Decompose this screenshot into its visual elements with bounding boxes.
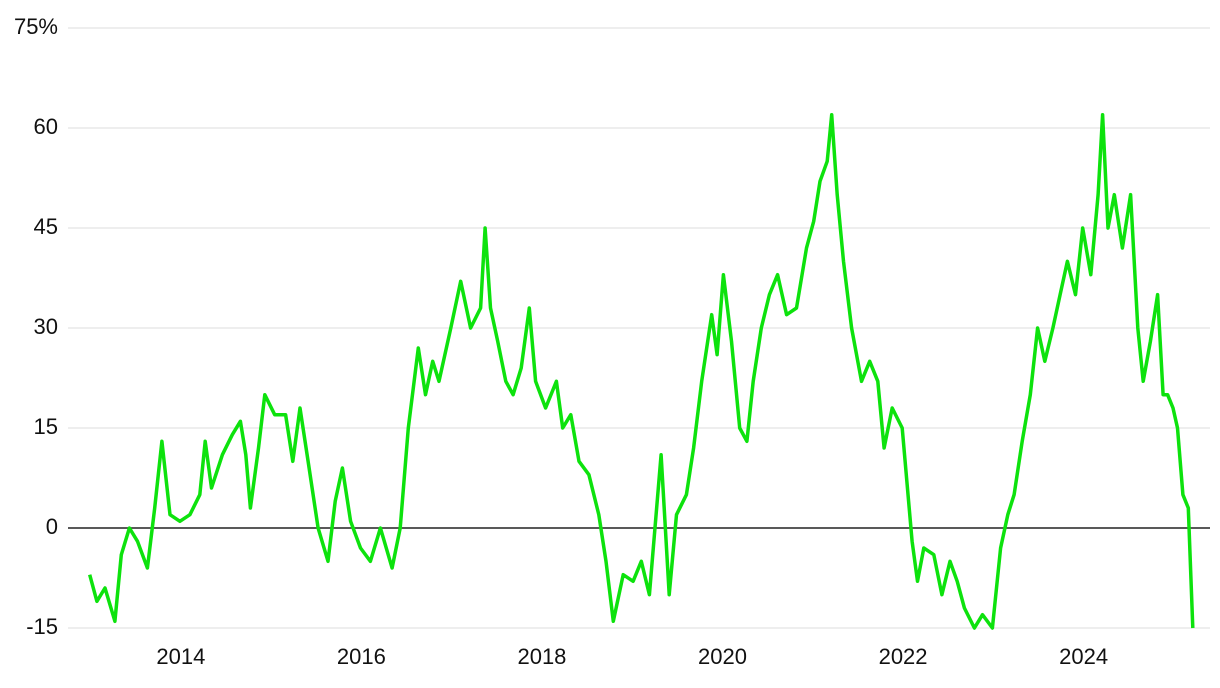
y-tick-label: 30 [34, 314, 58, 339]
x-tick-label: 2024 [1059, 644, 1108, 669]
y-tick-label: -15 [26, 614, 58, 639]
x-tick-label: 2014 [156, 644, 205, 669]
y-tick-label: 15 [34, 414, 58, 439]
y-tick-label: 60 [34, 114, 58, 139]
y-tick-label: 75% [14, 14, 58, 39]
x-tick-label: 2022 [879, 644, 928, 669]
y-tick-label: 0 [46, 514, 58, 539]
data-line [88, 112, 1195, 630]
y-tick-label: 45 [34, 214, 58, 239]
x-tick-label: 2018 [517, 644, 566, 669]
x-tick-label: 2020 [698, 644, 747, 669]
x-tick-label: 2016 [337, 644, 386, 669]
